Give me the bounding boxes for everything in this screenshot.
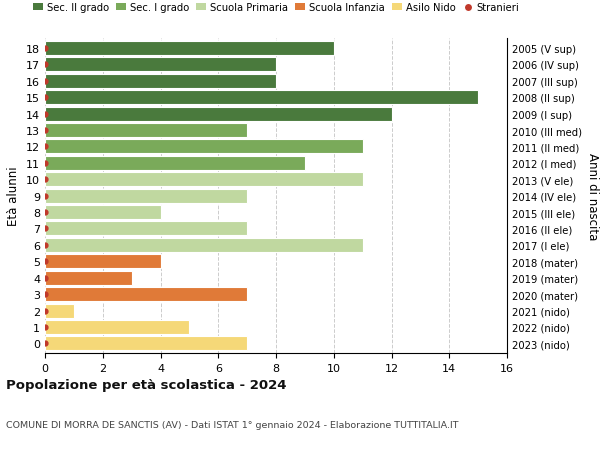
Bar (45, 255, 161, 269)
Text: Popolazione per età scolastica - 2024: Popolazione per età scolastica - 2024 (6, 379, 287, 392)
Bar (45, 189, 247, 203)
Bar (45, 124, 247, 138)
Text: COMUNE DI MORRA DE SANCTIS (AV) - Dati ISTAT 1° gennaio 2024 - Elaborazione TUTT: COMUNE DI MORRA DE SANCTIS (AV) - Dati I… (6, 420, 458, 429)
Bar (45, 42, 334, 56)
Bar (45, 91, 478, 105)
Bar (45, 320, 190, 334)
Bar (45, 140, 362, 154)
Bar (45, 238, 362, 252)
Bar (45, 222, 247, 236)
Bar (45, 271, 131, 285)
Y-axis label: Età alunni: Età alunni (7, 167, 20, 226)
Bar (45, 107, 392, 121)
Bar (45, 336, 247, 351)
Bar (45, 58, 276, 72)
Bar (45, 304, 74, 318)
Bar (45, 206, 161, 219)
Bar (45, 75, 276, 89)
Y-axis label: Anni di nascita: Anni di nascita (586, 153, 599, 240)
Bar (45, 287, 247, 302)
Bar (45, 157, 305, 170)
Legend: Sec. II grado, Sec. I grado, Scuola Primaria, Scuola Infanzia, Asilo Nido, Stran: Sec. II grado, Sec. I grado, Scuola Prim… (32, 3, 520, 13)
Bar (45, 173, 362, 187)
